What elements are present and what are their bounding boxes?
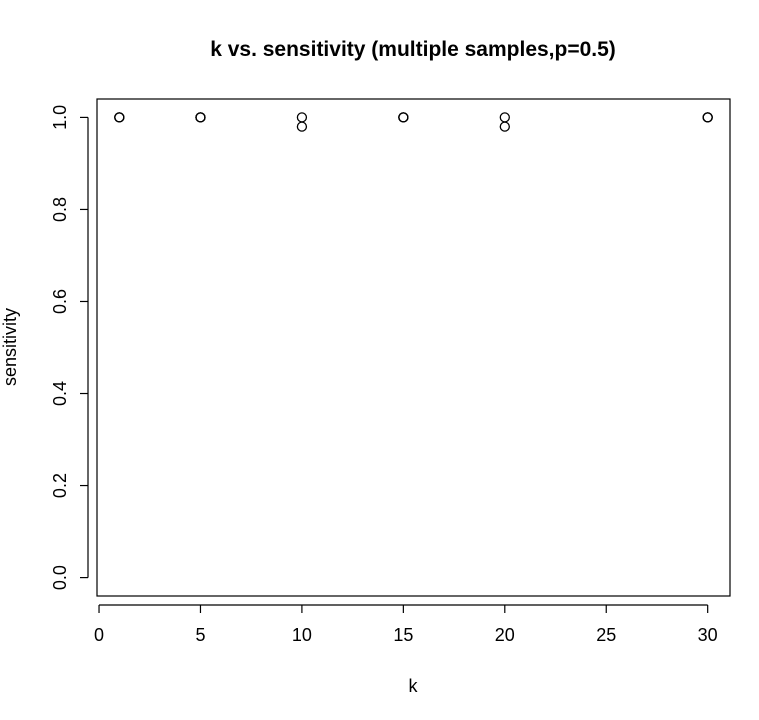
- x-axis-label: k: [409, 676, 419, 696]
- x-tick-label: 20: [495, 625, 515, 645]
- chart-title: k vs. sensitivity (multiple samples,p=0.…: [210, 38, 616, 61]
- plot-frame: [96, 98, 731, 597]
- x-tick-label: 0: [94, 625, 104, 645]
- y-tick-label: 0.0: [50, 565, 70, 590]
- data-point: [195, 112, 206, 123]
- x-tick-label: 25: [596, 625, 616, 645]
- data-points: [114, 112, 713, 132]
- data-point: [702, 112, 713, 123]
- data-point: [114, 112, 125, 123]
- y-tick-label: 0.8: [50, 197, 70, 222]
- x-tick-label: 30: [698, 625, 718, 645]
- y-tick-label: 0.6: [50, 289, 70, 314]
- data-point: [499, 112, 510, 123]
- x-tick-label: 10: [292, 625, 312, 645]
- y-axis: 0.0 0.2 0.4 0.6 0.8 1.0: [50, 105, 89, 590]
- x-tick-label: 5: [195, 625, 205, 645]
- data-point: [499, 121, 510, 132]
- x-axis: 0 5 10 15 20 25 30: [94, 604, 718, 645]
- data-point: [398, 112, 409, 123]
- y-tick-label: 0.4: [50, 381, 70, 406]
- x-tick-label: 15: [393, 625, 413, 645]
- y-tick-label: 0.2: [50, 473, 70, 498]
- y-tick-label: 1.0: [50, 105, 70, 130]
- data-point: [296, 121, 308, 132]
- data-point: [296, 112, 308, 123]
- y-axis-label: sensitivity: [0, 308, 20, 386]
